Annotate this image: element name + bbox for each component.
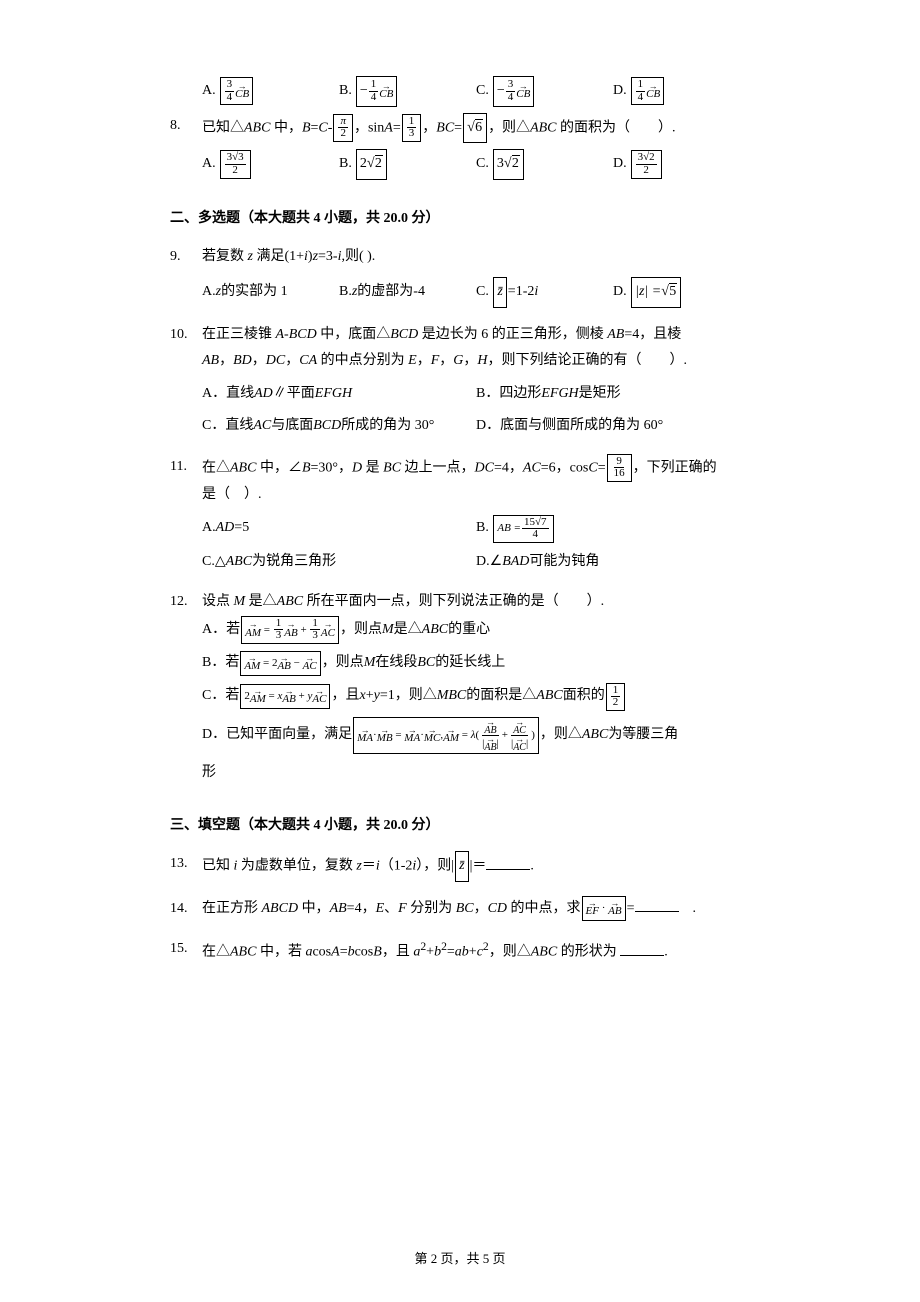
question-8: 8. 已知△ABC 中，B=C-π2，sinA=13，BC=6，则△ABC 的面… [170,113,750,180]
q7-options: A. 34 →CB B. − 14 →CB C. − 34 →CB D. 14 … [170,76,750,107]
fill-blank [620,942,664,956]
opt-label: C. [476,78,489,105]
q12-opt-a: A．若 →AM = 13→AB + 13→AC ，则点 M 是△ABC 的重心 [202,616,750,644]
q10-opt-b: B．四边形 EFGH 是矩形 [476,381,750,408]
question-13: 13. 已知 i 为虚数单位，复数 z＝i（1-2i），则|z̄|＝. [170,851,750,882]
q9-opt-d: D. |z| = 5 [613,277,750,308]
q11-opt-b: B. AB = 15√74 [476,515,750,543]
q10-opt-c: C．直线 AC 与底面 BCD 所成的角为 30° [202,413,476,440]
question-10: 10. 在正三棱锥 A-BCD 中，底面△BCD 是边长为 6 的正三角形，侧棱… [170,322,750,440]
q10-opt-a: A．直线 AD∥平面 EFGH [202,381,476,408]
opt-label: B. [339,78,352,105]
q8-opt-b: B. 22 [339,149,476,180]
q8-opt-c: C. 32 [476,149,613,180]
q10-opt-d: D．底面与侧面所成的角为 60° [476,413,750,440]
formula-box: 34 →CB [220,77,254,105]
page-footer: 第 2 页，共 5 页 [0,1247,920,1272]
section-3-header: 三、填空题（本大题共 4 小题，共 20.0 分） [170,813,750,840]
q-num: 8. [170,113,202,144]
q9-opt-a: A. z 的实部为 1 [202,277,339,308]
question-15: 15. 在△ABC 中，若 acosA=bcosB，且 a2+b2=ab+c2，… [170,936,750,966]
opt-label: D. [613,78,627,105]
formula-box: 14 →CB [631,77,665,105]
question-12: 12. 设点 M 是△ABC 所在平面内一点，则下列说法正确的是（ ）. A．若… [170,589,750,786]
q7-opt-b: B. − 14 →CB [339,76,476,107]
q11-opt-a: A. AD=5 [202,515,476,543]
q11-opt-d: D. ∠BAD 可能为钝角 [476,549,750,576]
q9-options: A. z 的实部为 1 B. z 的虚部为-4 C. z̄=1-2i D. |z… [170,277,750,308]
section-2-header: 二、多选题（本大题共 4 小题，共 20.0 分） [170,206,750,233]
fill-blank [635,898,679,912]
q8-options: A. 3√32 B. 22 C. 32 D. 3√22 [170,149,750,180]
opt-label: A. [202,78,216,105]
question-11: 11. 在△ABC 中，∠B=30°，D 是 BC 边上一点，DC=4，AC=6… [170,454,750,575]
question-9: 9. 若复数 z 满足(1+i)z=3-i,则( ). A. z 的实部为 1 … [170,244,750,307]
question-14: 14. 在正方形 ABCD 中，AB=4，E、F 分别为 BC，CD 的中点，求… [170,896,750,923]
q7-opt-d: D. 14 →CB [613,76,750,107]
q8-opt-d: D. 3√22 [613,149,750,180]
q12-opt-d: D．已知平面向量，满足 →MA·→MB = →MA·→MC,→AM = λ(→A… [202,717,750,754]
q7-opt-c: C. − 34 →CB [476,76,613,107]
fill-blank [486,856,530,870]
q12-opt-c: C．若 2→AM = x→AB + y→AC ，且 x+y=1，则△MBC 的面… [202,683,750,711]
q9-opt-c: C. z̄=1-2i [476,277,613,308]
formula-box: − 14 →CB [356,76,397,107]
q9-opt-b: B. z 的虚部为-4 [339,277,476,308]
q11-opt-c: C. △ABC 为锐角三角形 [202,549,476,576]
q8-opt-a: A. 3√32 [202,149,339,180]
formula-box: − 34 →CB [493,76,534,107]
q-text: 已知△ABC 中，B=C-π2，sinA=13，BC=6，则△ABC 的面积为（… [202,113,750,144]
q12-opt-b: B．若 →AM = 2→AB − →AC ，则点 M 在线段 BC 的延长线上 [202,650,750,677]
q7-opt-a: A. 34 →CB [202,76,339,107]
